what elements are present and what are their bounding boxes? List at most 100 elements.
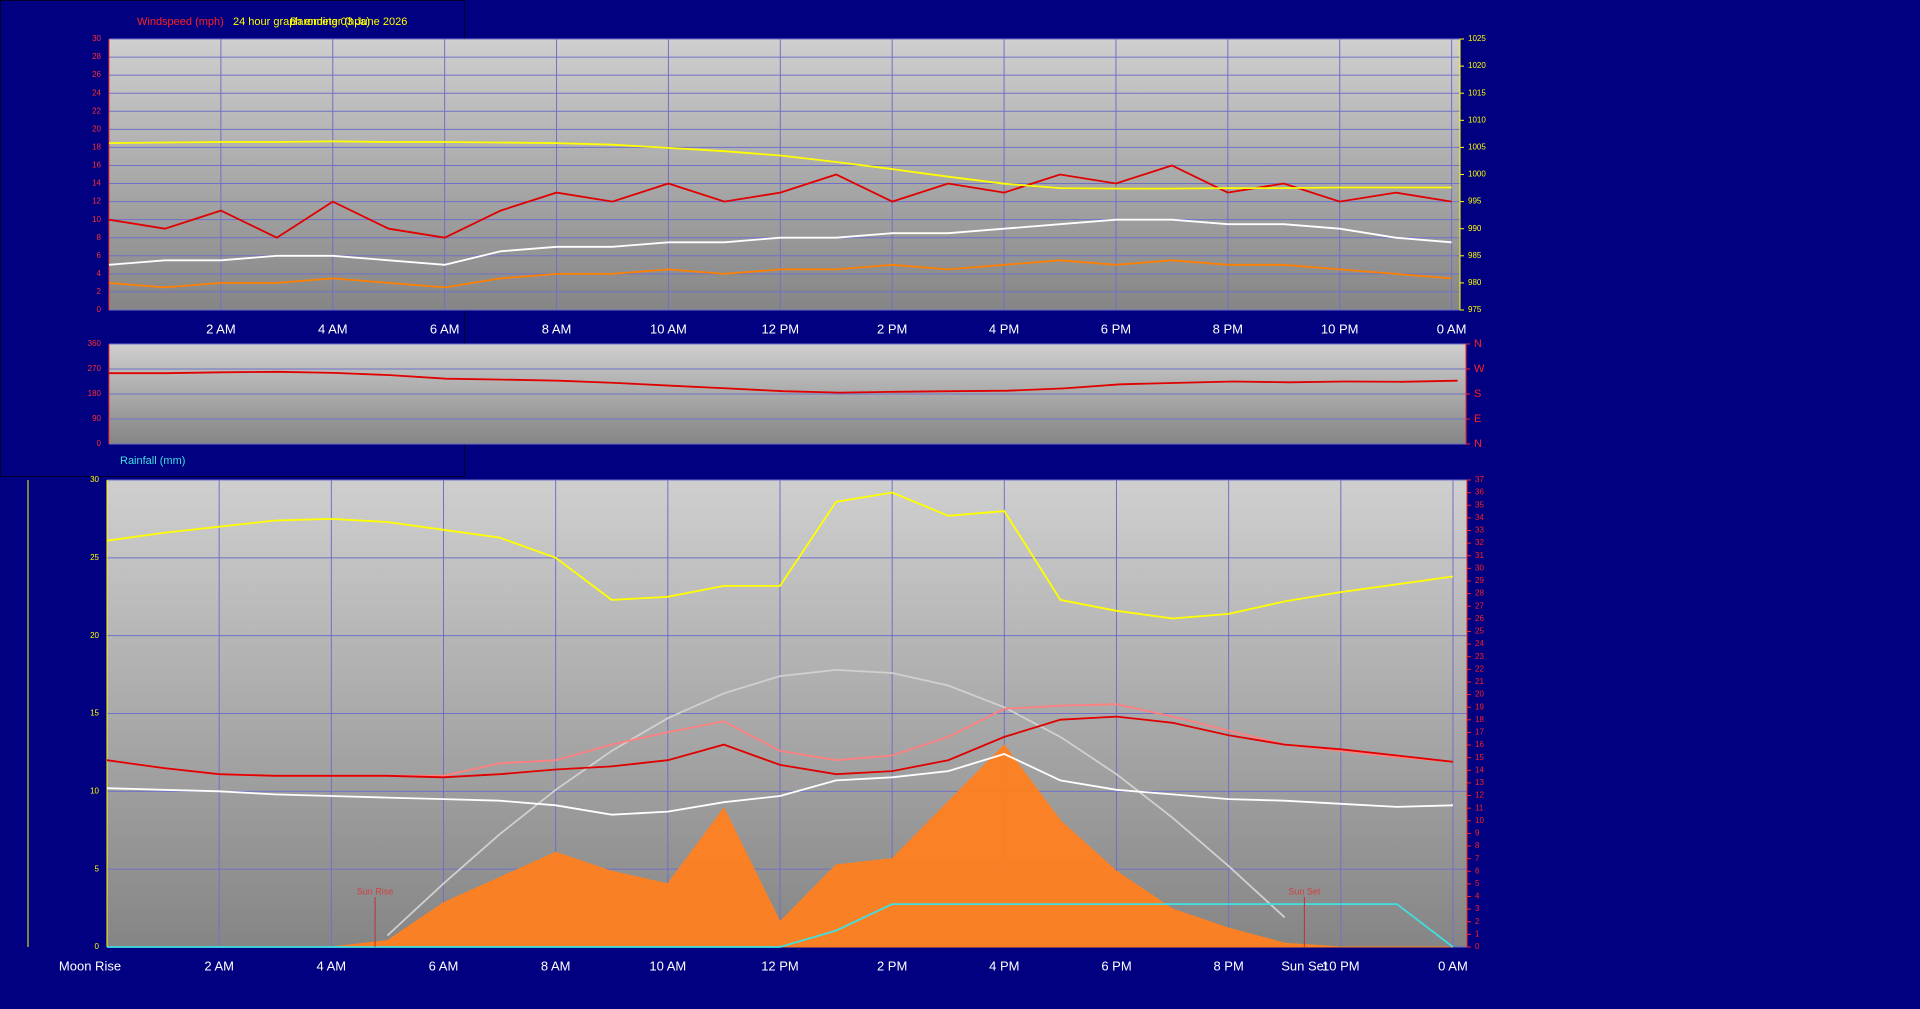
y2-tick-label: 1 [1475, 929, 1480, 938]
y-tick-label: 24 [92, 88, 101, 97]
y2-tick-label: 27 [1475, 601, 1484, 610]
y-tick-label: 15 [90, 709, 99, 718]
y-tick-label: 18 [92, 143, 101, 152]
y2-tick-label: 13 [1475, 778, 1484, 787]
y2-tick-label: 15 [1475, 753, 1484, 762]
x-tick-label: 2 AM [204, 958, 234, 973]
y2-tick-label: 11 [1475, 803, 1484, 812]
x-tick-label: 4 AM [318, 321, 348, 336]
y-tick-label: 0 [95, 942, 100, 951]
y2-tick-label: 985 [1468, 251, 1482, 260]
y-tick-label: 0 [97, 439, 102, 448]
y-tick-label: 20 [90, 631, 99, 640]
y-tick-label: 6 [97, 251, 102, 260]
y2-tick-label: 14 [1475, 765, 1484, 774]
y2-tick-label: 31 [1475, 551, 1484, 560]
y-tick-label: 10 [92, 215, 101, 224]
y2-tick-label: 1015 [1468, 88, 1486, 97]
y2-tick-label: 3 [1475, 904, 1480, 913]
y-tick-label: 0 [97, 305, 102, 314]
x-tick-label: 6 PM [1101, 958, 1131, 973]
line [108, 259, 1452, 289]
y-tick-label: 26 [92, 70, 101, 79]
x-tick-label: 2 AM [206, 321, 236, 336]
y2-tick-label: 10 [1475, 816, 1484, 825]
y2-tick-label: 17 [1475, 728, 1484, 737]
y-tick-label: 4 [97, 269, 102, 278]
y2-tick-label: 22 [1475, 664, 1484, 673]
y2-tick-label: 1005 [1468, 143, 1486, 152]
line [108, 164, 1452, 239]
y2-tick-label: 1000 [1468, 170, 1486, 179]
x-tick-label: 10 AM [650, 321, 687, 336]
x-tick-label: 2 PM [877, 321, 907, 336]
y-tick-label: 22 [92, 106, 101, 115]
y2-tick-label: 0 [1475, 942, 1480, 951]
legend-entry: Rainfall (mm) [120, 455, 185, 467]
y2-tick-label: 32 [1475, 538, 1484, 547]
y2-tick-label: 33 [1475, 526, 1484, 535]
y2-tick-label: 25 [1475, 627, 1484, 636]
y2-tick-label: N [1474, 438, 1482, 450]
y2-tick-label: 23 [1475, 652, 1484, 661]
y2-tick-label: S [1474, 388, 1481, 400]
x-tick-label: 10 AM [649, 958, 686, 973]
y-tick-label: 2 [97, 287, 102, 296]
y-tick-label: 180 [88, 389, 102, 398]
legend-entry: Windspeed (mph) [137, 16, 224, 28]
y2-tick-label: 1020 [1468, 61, 1486, 70]
x-tick-label: 4 AM [317, 958, 347, 973]
y2-tick-label: 26 [1475, 614, 1484, 623]
y2-tick-label: 18 [1475, 715, 1484, 724]
y2-tick-label: 28 [1475, 589, 1484, 598]
annotation: Sun Set [1288, 886, 1321, 896]
y2-tick-label: 1025 [1468, 34, 1486, 43]
x-tick-label: 8 AM [541, 958, 571, 973]
y2-tick-label: 995 [1468, 197, 1482, 206]
y2-tick-label: 37 [1475, 475, 1484, 484]
y2-tick-label: 975 [1468, 305, 1482, 314]
y2-tick-label: 1010 [1468, 115, 1486, 124]
y2-tick-label: W [1474, 363, 1485, 375]
line [106, 753, 1454, 816]
line [108, 218, 1452, 266]
y-tick-label: 16 [92, 161, 101, 170]
x-tick-label: 10 PM [1321, 321, 1359, 336]
x-tick-label: 6 AM [429, 958, 459, 973]
y-tick-label: 90 [92, 414, 101, 423]
y-tick-label: 360 [88, 339, 102, 348]
line [106, 715, 1454, 779]
y2-tick-label: 35 [1475, 500, 1484, 509]
y-tick-label: 20 [92, 124, 101, 133]
x-tick-label: 8 PM [1213, 958, 1243, 973]
x-tick-label: 4 PM [989, 321, 1019, 336]
chart-title: 24 hour graph ending 03 June 2026 [233, 16, 407, 28]
y2-tick-label: 980 [1468, 278, 1482, 287]
y-tick-label: 10 [90, 786, 99, 795]
x-tick-label: 6 AM [430, 321, 460, 336]
y2-tick-label: 20 [1475, 690, 1484, 699]
legend-entry: Barometer (hpa) [290, 16, 370, 28]
x-tick-label: 4 PM [989, 958, 1019, 973]
x-tick-label: 8 AM [542, 321, 572, 336]
y2-tick-label: 2 [1475, 917, 1480, 926]
y2-tick-label: 21 [1475, 677, 1484, 686]
event-label: Moon Rise [59, 958, 121, 973]
y2-tick-label: 8 [1475, 841, 1480, 850]
y2-tick-label: E [1474, 413, 1481, 425]
line [108, 140, 1452, 190]
x-tick-label: 2 PM [877, 958, 907, 973]
y2-tick-label: 7 [1475, 854, 1480, 863]
y-tick-label: 5 [95, 864, 100, 873]
y2-tick-label: 30 [1475, 563, 1484, 572]
y2-tick-label: 4 [1475, 892, 1480, 901]
event-label: Sun Set [1281, 958, 1328, 973]
y-tick-label: 28 [92, 52, 101, 61]
x-tick-label: 6 PM [1101, 321, 1131, 336]
y2-tick-label: 5 [1475, 879, 1480, 888]
y2-tick-label: 36 [1475, 488, 1484, 497]
x-tick-label: 8 PM [1213, 321, 1243, 336]
line [106, 491, 1454, 620]
